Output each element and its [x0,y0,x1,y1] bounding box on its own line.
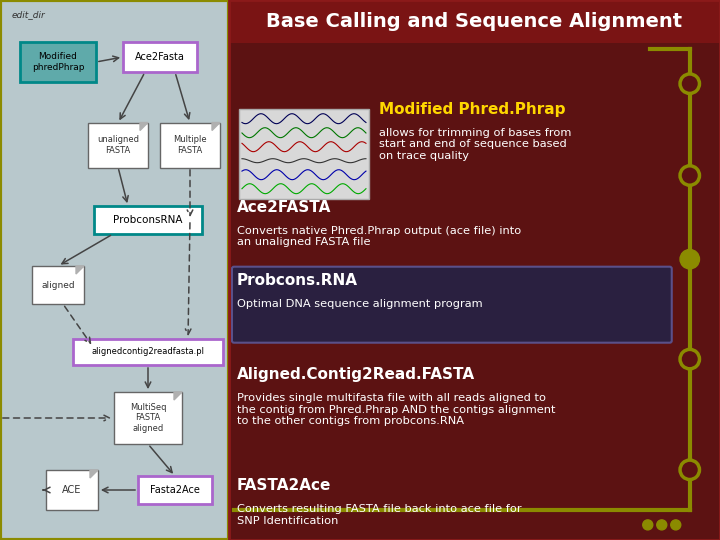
Text: Multiple
FASTA: Multiple FASTA [174,136,207,154]
Text: allows for trimming of bases from
start and end of sequence based
on trace quali: allows for trimming of bases from start … [379,127,572,161]
Bar [94,206,202,234]
Text: ACE: ACE [63,485,81,495]
Text: Converts resulting FASTA file back into ace file for
SNP Identification: Converts resulting FASTA file back into … [237,504,521,525]
Bar [0,0,229,540]
Bar [32,266,84,304]
Bar [160,123,220,167]
Circle shape [680,349,700,369]
Bar [114,392,182,444]
Polygon shape [90,470,98,478]
Circle shape [643,520,653,530]
Bar [88,123,148,167]
Text: edit_dir: edit_dir [12,10,46,19]
Circle shape [680,249,700,269]
Bar [229,0,720,540]
Bar [239,109,369,199]
Polygon shape [140,123,148,131]
Text: Ace2Fasta: Ace2Fasta [135,52,185,62]
Text: Aligned.Contig2Read.FASTA: Aligned.Contig2Read.FASTA [237,367,475,382]
Text: unaligned
FASTA: unaligned FASTA [97,136,139,154]
Bar [138,476,212,504]
Text: Probcons.RNA: Probcons.RNA [237,273,358,288]
Circle shape [680,460,700,480]
Polygon shape [174,392,182,400]
Text: aligned: aligned [41,280,75,289]
FancyBboxPatch shape [232,267,672,343]
Bar [46,470,98,510]
Polygon shape [76,266,84,274]
Bar [123,42,197,72]
Circle shape [680,74,700,93]
Bar [229,0,720,540]
Polygon shape [212,123,220,131]
Text: Modified Phred.Phrap: Modified Phred.Phrap [379,102,565,117]
Text: Modified
phredPhrap: Modified phredPhrap [32,52,84,72]
Text: Fasta2Ace: Fasta2Ace [150,485,200,495]
Text: FASTA2Ace: FASTA2Ace [237,478,331,493]
Bar [20,42,96,82]
Text: Base Calling and Sequence Alignment: Base Calling and Sequence Alignment [266,12,683,31]
Text: Ace2FASTA: Ace2FASTA [237,200,331,215]
Circle shape [671,520,681,530]
Circle shape [657,520,667,530]
Text: MultiSeq
FASTA
aligned: MultiSeq FASTA aligned [130,403,166,433]
Text: Provides single multifasta file with all reads aligned to
the contig from Phred.: Provides single multifasta file with all… [237,393,555,427]
Circle shape [680,166,700,185]
Text: ProbconsRNA: ProbconsRNA [113,215,183,225]
Bar [229,0,720,43]
Text: alignedcontig2readfasta.pl: alignedcontig2readfasta.pl [91,348,204,356]
Bar [73,339,223,365]
Text: Optimal DNA sequence alignment program: Optimal DNA sequence alignment program [237,299,482,309]
Text: Converts native Phred.Phrap output (ace file) into
an unaligned FASTA file: Converts native Phred.Phrap output (ace … [237,226,521,247]
